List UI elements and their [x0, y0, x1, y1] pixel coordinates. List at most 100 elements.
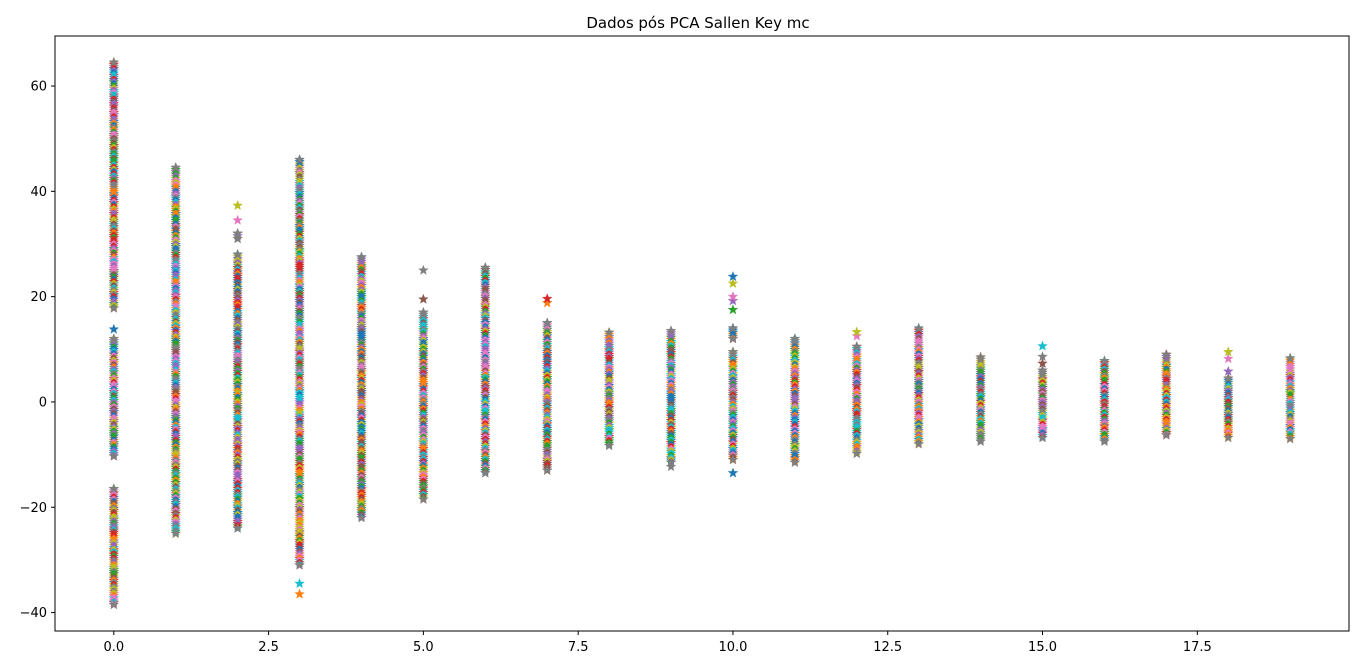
data-point: [1037, 340, 1048, 351]
data-point: [541, 317, 553, 328]
data-point: [232, 227, 243, 238]
data-point: [1284, 433, 1296, 444]
column-x-4: [356, 251, 367, 523]
data-point: [1222, 365, 1234, 376]
data-point: [1037, 432, 1048, 443]
data-point: [913, 438, 924, 449]
y-tick-label: 20: [30, 290, 47, 305]
data-point: [1099, 435, 1110, 446]
x-tick-label: 17.5: [1183, 640, 1212, 655]
data-point: [170, 528, 182, 539]
x-tick-label: 12.5: [873, 640, 902, 655]
column-x-8: [603, 326, 615, 451]
x-tick-label: 0.0: [103, 640, 124, 655]
data-point: [1161, 348, 1172, 360]
data-point: [480, 467, 491, 478]
data-point: [108, 302, 120, 313]
data-point: [294, 154, 305, 165]
data-point: [294, 559, 305, 570]
data-point: [1284, 352, 1296, 363]
data-point: [789, 456, 801, 468]
data-point: [294, 588, 305, 599]
data-point: [232, 248, 243, 260]
data-point: [232, 522, 243, 533]
data-point: [665, 325, 677, 336]
data-point: [294, 578, 305, 589]
data-point: [851, 341, 863, 352]
x-axis: 0.0 2.5 5.0 7.5 10.0 12.5 15.0 17.5: [103, 631, 1212, 655]
column-x-13: [913, 322, 924, 449]
data-point: [727, 467, 739, 478]
column-x-5: [418, 264, 429, 504]
data-point: [1222, 372, 1234, 383]
data-point: [727, 271, 739, 282]
data-point: [727, 304, 739, 315]
data-point: [727, 277, 739, 288]
data-point: [356, 512, 367, 523]
data-point: [480, 262, 491, 273]
data-point: [418, 493, 429, 504]
data-point: [1222, 353, 1234, 364]
data-point: [232, 214, 243, 225]
data-point: [975, 435, 986, 446]
column-x-9: [665, 325, 677, 472]
data-point: [665, 461, 677, 472]
data-point: [727, 333, 739, 344]
column-x-19: [1284, 352, 1296, 444]
data-point: [789, 333, 801, 344]
data-point: [108, 599, 120, 610]
x-tick-label: 15.0: [1028, 640, 1057, 655]
data-point: [727, 322, 739, 333]
data-point: [851, 326, 863, 337]
data-marks: [108, 56, 1296, 610]
data-point: [1222, 432, 1234, 443]
data-point: [418, 306, 429, 317]
data-point: [541, 293, 553, 304]
data-point: [170, 162, 182, 173]
data-point: [603, 326, 615, 337]
column-x-14: [975, 351, 986, 446]
y-tick-label: −40: [20, 606, 47, 621]
data-point: [975, 351, 986, 362]
y-tick-label: −20: [20, 501, 47, 516]
column-x-1: [170, 162, 182, 539]
data-point: [727, 346, 739, 357]
column-x-3: [294, 154, 305, 599]
column-x-2: [232, 199, 243, 533]
data-point: [418, 293, 429, 304]
data-point: [541, 297, 553, 308]
data-point: [108, 483, 120, 494]
data-point: [418, 264, 429, 275]
y-tick-label: 40: [30, 185, 47, 200]
data-point: [232, 233, 243, 244]
column-x-12: [851, 326, 863, 459]
data-point: [1037, 357, 1048, 369]
data-point: [356, 251, 367, 262]
x-tick-label: 5.0: [413, 640, 434, 655]
chart-title: Dados pós PCA Sallen Key mc: [586, 14, 809, 32]
x-tick-label: 10.0: [718, 640, 747, 655]
data-point: [603, 440, 615, 451]
data-point: [1161, 429, 1172, 440]
data-point: [1099, 355, 1110, 366]
column-x-18: [1222, 346, 1234, 443]
data-point: [851, 447, 863, 459]
column-x-11: [789, 333, 801, 468]
axes-frame: [54, 35, 1350, 632]
column-x-10: [727, 271, 739, 478]
column-x-7: [541, 293, 553, 475]
column-x-16: [1099, 355, 1110, 446]
data-point: [108, 450, 120, 461]
y-tick-label: 0: [39, 395, 47, 410]
data-point: [913, 322, 924, 333]
x-tick-label: 7.5: [568, 640, 589, 655]
column-x-17: [1161, 348, 1172, 440]
data-point: [108, 333, 120, 344]
data-point: [232, 199, 243, 211]
column-x-0: [108, 56, 120, 610]
x-tick-label: 2.5: [258, 640, 279, 655]
data-point: [108, 323, 120, 334]
data-point: [1037, 364, 1048, 375]
